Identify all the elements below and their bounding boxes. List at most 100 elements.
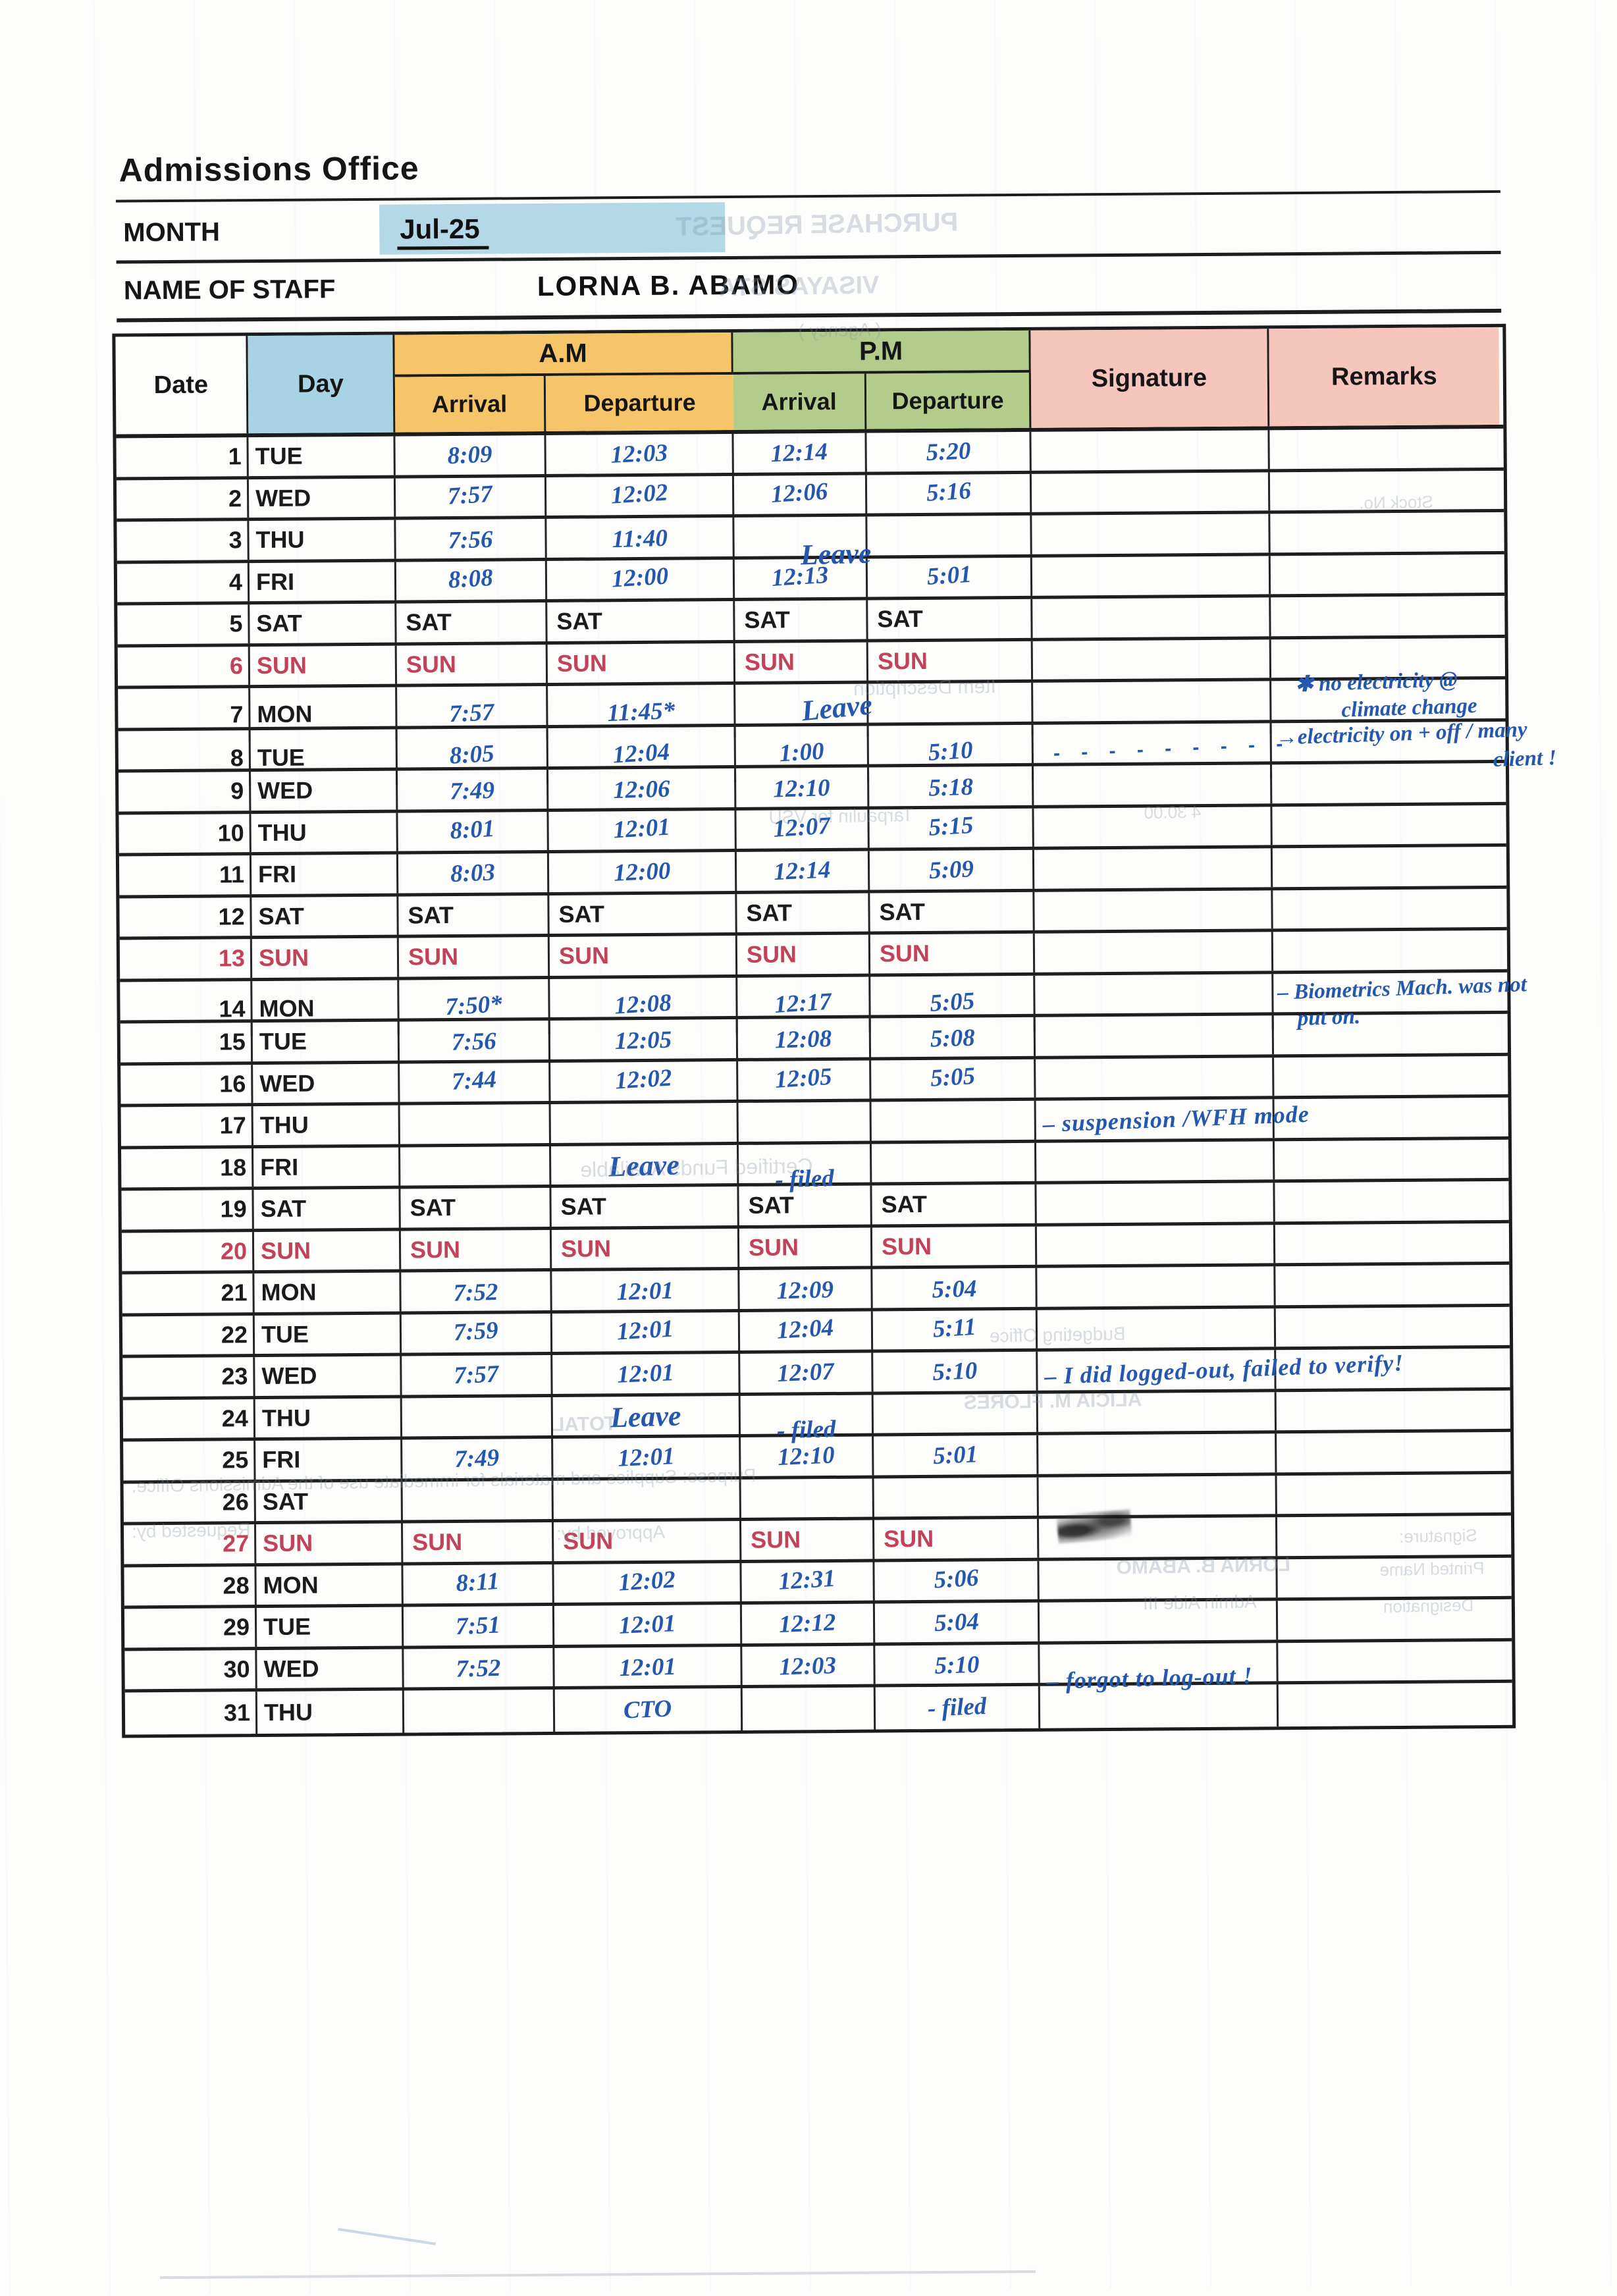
handwritten-entry: 12:06 <box>770 478 829 509</box>
cell-signature <box>1031 430 1270 471</box>
handwritten-entry: 12:31 <box>778 1564 837 1596</box>
bleedthrough-text: Approved by: <box>556 1521 666 1544</box>
handwritten-entry: 12:09 <box>776 1275 834 1305</box>
cell-signature <box>1037 1266 1276 1307</box>
cell-am-arrival: 7:49 <box>398 769 549 810</box>
cell-am-departure: 11:40 <box>546 517 735 558</box>
handwritten-note: – forgot to log-out ! <box>1046 1662 1254 1694</box>
handwritten-entry: 8:11 <box>455 1568 500 1597</box>
cell-am-arrival: 7:57 <box>395 477 547 517</box>
cell-pm-departure: SUN <box>868 641 1034 681</box>
cell-pm-arrival: SUN <box>737 934 871 974</box>
cell-pm-arrival: SAT <box>737 893 870 932</box>
cell-pm-departure: SUN <box>870 933 1036 974</box>
cell-am-departure: SAT <box>551 1186 739 1227</box>
cell-pm-arrival: SUN <box>741 1520 875 1560</box>
cell-signature <box>1036 1183 1275 1223</box>
cell-day: MON <box>254 1272 402 1312</box>
cell-day: THU <box>251 813 398 853</box>
cell-pm-departure: SAT <box>870 892 1035 932</box>
cell-date: 16 <box>120 1064 253 1104</box>
handwritten-entry: 12:03 <box>779 1652 837 1681</box>
handwritten-entry: 12:01 <box>612 813 671 844</box>
handwritten-entry: 12:05 <box>614 1026 672 1055</box>
cell-am-arrival: 7:51 <box>403 1605 555 1646</box>
month-label: MONTH <box>123 217 221 248</box>
cell-remarks <box>1271 596 1500 636</box>
handwritten-entry: 5:01 <box>926 560 972 591</box>
cell-am-arrival: 8:09 <box>395 435 546 475</box>
bleedthrough-text: Signature: <box>1398 1525 1477 1547</box>
bleedthrough-text: TOTAL <box>552 1412 617 1436</box>
cell-am-arrival: 7:52 <box>404 1647 555 1688</box>
cell-am-departure: 12:01 <box>552 1353 741 1394</box>
handwritten-entry: 8:05 <box>448 739 495 770</box>
divider-line <box>115 190 1500 203</box>
handwritten-entry: 5:04 <box>933 1608 980 1637</box>
bleedthrough-text: Item Description <box>853 676 997 700</box>
cell-signature <box>1031 471 1271 512</box>
cell-date: 9 <box>119 772 252 812</box>
cell-am-departure: 12:02 <box>554 1562 742 1603</box>
cell-signature <box>1038 1508 1278 1558</box>
cell-am-departure: 12:01 <box>552 1312 741 1352</box>
cell-pm-departure: SUN <box>872 1226 1038 1266</box>
cell-pm-arrival: 12:14 <box>736 851 870 891</box>
col-header-pm-departure: Departure <box>866 372 1032 429</box>
cell-pm-departure: SUN <box>874 1518 1040 1559</box>
handwritten-entry: 12:04 <box>776 1314 835 1345</box>
cell-remarks <box>1277 1390 1506 1430</box>
cell-date: 4 <box>117 562 250 602</box>
cell-signature: – suspension /WFH mode <box>1036 1099 1310 1140</box>
cell-day: THU <box>257 1690 405 1734</box>
handwritten-entry: - filed <box>776 1415 836 1445</box>
handwritten-entry: 5:10 <box>934 1651 980 1680</box>
cell-pm-departure: 5:09 <box>869 849 1035 890</box>
handwritten-entry: 5:05 <box>928 987 975 1017</box>
handwritten-entry: 7:50* <box>444 990 503 1021</box>
cell-date: 12 <box>119 897 252 937</box>
handwritten-entry: 5:05 <box>929 1062 976 1092</box>
handwritten-entry: 5:08 <box>929 1024 975 1053</box>
cell-date: 19 <box>121 1190 254 1230</box>
cell-remarks <box>1271 554 1500 594</box>
cell-signature <box>1036 1224 1276 1265</box>
cell-pm-arrival <box>742 1687 876 1730</box>
cell-signature <box>1036 1140 1275 1181</box>
cell-day: SAT <box>252 896 399 936</box>
cell-remarks <box>1277 1432 1506 1472</box>
cell-day: WED <box>257 1649 404 1689</box>
cell-am-departure: 12:00 <box>548 851 737 892</box>
handwritten-entry: Leave <box>800 537 872 572</box>
cell-pm-departure <box>871 1100 1036 1141</box>
table-row: 14 MON 7:50* 12:08 12:17 5:05– Biometrics Mac… <box>120 972 1527 1038</box>
cell-pm-departure: 5:04 <box>872 1268 1038 1308</box>
cell-am-departure: 12:00 <box>546 559 735 599</box>
handwritten-note: – suspension /WFH mode <box>1042 1100 1310 1138</box>
cell-date: 5 <box>117 604 250 645</box>
col-header-date: Date <box>115 336 249 435</box>
cell-date: 23 <box>122 1357 255 1397</box>
handwritten-entry: 12:10 <box>777 1441 835 1471</box>
cell-am-arrival: 8:08 <box>396 560 548 601</box>
bleedthrough-text: ( Agency ) <box>798 319 882 341</box>
handwritten-entry: 5:11 <box>932 1314 977 1343</box>
bleedthrough-text: Printed Name <box>1379 1558 1485 1580</box>
cell-date: 28 <box>124 1566 257 1606</box>
cell-date: 15 <box>120 1023 253 1063</box>
cell-remarks <box>1270 512 1500 552</box>
handwritten-entry: 12:14 <box>770 438 829 467</box>
cell-pm-arrival: SUN <box>735 642 869 681</box>
cell-pm-departure: 5:06 <box>874 1561 1040 1601</box>
attendance-rows: 1 TUE 8:09 12:03 12:14 5:20 2 WED 7:57 12:02 12:06… <box>116 428 1557 1734</box>
handwritten-entry: 12:00 <box>610 562 670 593</box>
cell-am-departure: SUN <box>549 935 738 976</box>
cell-am-arrival: SUN <box>398 936 550 977</box>
cell-remarks <box>1278 1641 1508 1681</box>
handwritten-entry: 7:56 <box>448 525 494 554</box>
handwritten-entry: 5:16 <box>925 477 972 507</box>
col-header-signature: Signature <box>1030 329 1270 428</box>
cell-signature <box>1035 1015 1275 1056</box>
cell-pm-arrival: - filed <box>740 1395 874 1444</box>
cell-signature <box>1032 514 1271 554</box>
